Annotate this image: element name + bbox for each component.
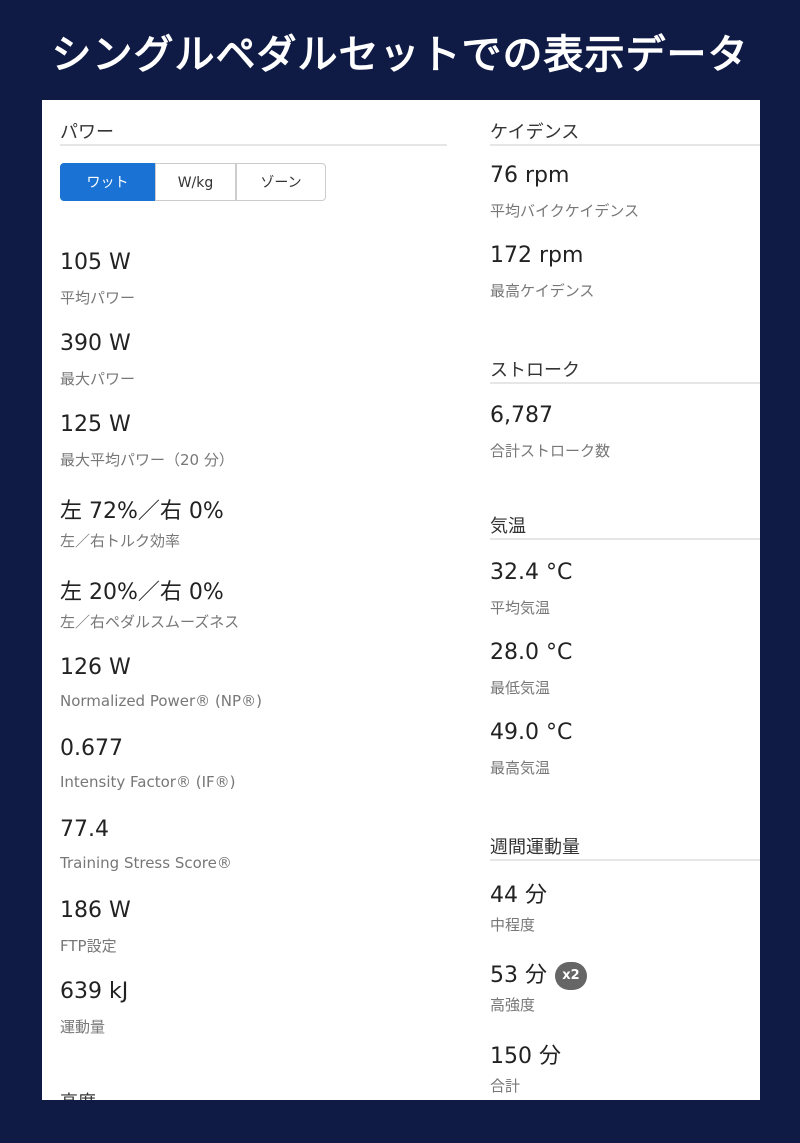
- stat-label: 運動量: [60, 1018, 106, 1036]
- section-title: 気温: [490, 516, 526, 537]
- stat-label: 左／右トルク効率: [60, 532, 181, 550]
- stat-label: 最大平均パワー（20 分）: [60, 451, 234, 469]
- stat-value-text: 6,787: [490, 403, 553, 428]
- badge: x2: [555, 962, 587, 990]
- section-rule: [490, 382, 760, 384]
- stat-value-text: 76 rpm: [490, 163, 570, 188]
- stat-value: 76 rpm: [490, 163, 569, 188]
- page-title: シングルペダルセットでの表示データ: [51, 32, 749, 78]
- section-rule: [490, 144, 760, 146]
- stat-value-text: 150 分: [490, 1044, 561, 1069]
- stat-value-text: 186 W: [60, 898, 131, 923]
- stat-value: 390 W: [60, 331, 131, 356]
- section-title: 高度: [60, 1088, 96, 1100]
- stat-value-text: 390 W: [60, 331, 131, 356]
- stat-value-text: 44 分: [490, 883, 547, 908]
- stat-value: 77.4: [60, 817, 109, 842]
- stat-label: Intensity Factor® (IF®): [60, 773, 236, 791]
- stat-value-text: 105 W: [60, 250, 131, 275]
- stat-value: 49.0 °C: [490, 720, 572, 745]
- stat-value-text: 28.0 °C: [490, 640, 573, 665]
- stat-value-text: 172 rpm: [490, 243, 584, 268]
- stat-label: 合計: [490, 1077, 521, 1095]
- section-title: 週間運動量: [490, 837, 580, 858]
- stat-label: 最高気温: [490, 759, 551, 777]
- stat-value-text: 639 kJ: [60, 979, 129, 1004]
- stat-label: 平均気温: [490, 599, 551, 617]
- section-rule: [490, 538, 760, 540]
- stat-value-text: 53 分: [490, 963, 547, 988]
- stat-value: 0.677: [60, 736, 123, 761]
- tab-button[interactable]: ワット: [60, 163, 155, 201]
- stat-value: 53 分 x2: [490, 957, 587, 990]
- stat-value: 左 72%／右 0%: [60, 493, 224, 525]
- stat-label: 左／右ペダルスムーズネス: [60, 613, 240, 631]
- stats-panel: パワーワット W/kg ゾーン 105 W 平均パワー 390 W 最大パワー 125 W 最大…: [42, 100, 760, 1100]
- stat-value-text: 125 W: [60, 412, 131, 437]
- stat-label: 最大パワー: [60, 370, 136, 388]
- stat-value: 44 分: [490, 877, 547, 909]
- stat-label: FTP設定: [60, 937, 117, 955]
- section-title: ストローク: [490, 360, 580, 381]
- stat-value: 186 W: [60, 898, 131, 923]
- stat-label: 合計ストローク数: [490, 442, 611, 460]
- stat-value: 126 W: [60, 655, 131, 680]
- stat-value: 150 分: [490, 1038, 561, 1070]
- stat-value-text: 0.677: [60, 736, 123, 761]
- stat-label: 高強度: [490, 996, 536, 1014]
- stat-value-text: 32.4 °C: [490, 560, 573, 585]
- stat-label: Normalized Power® (NP®): [60, 692, 262, 710]
- stat-label: 平均パワー: [60, 289, 136, 307]
- stat-value-text: 左 72%／右 0%: [60, 499, 224, 524]
- section-title: パワー: [60, 122, 114, 143]
- stat-value: 左 20%／右 0%: [60, 574, 224, 606]
- stat-value: 639 kJ: [60, 979, 128, 1004]
- section-title: ケイデンス: [490, 122, 580, 143]
- stat-value: 172 rpm: [490, 243, 583, 268]
- stat-label: 最高ケイデンス: [490, 282, 595, 300]
- tab-button[interactable]: W/kg: [155, 163, 236, 201]
- stat-label: 平均バイクケイデンス: [490, 202, 640, 220]
- stat-label: 最低気温: [490, 679, 551, 697]
- stat-value-text: 126 W: [60, 655, 131, 680]
- stat-value: 105 W: [60, 250, 131, 275]
- tab-button[interactable]: ゾーン: [236, 163, 326, 201]
- stat-label: 中程度: [490, 916, 536, 934]
- stat-value-text: 77.4: [60, 817, 109, 842]
- stat-value-text: 49.0 °C: [490, 720, 573, 745]
- stat-label: Training Stress Score®: [60, 854, 232, 872]
- stat-value: 6,787: [490, 403, 553, 428]
- stat-value: 32.4 °C: [490, 560, 572, 585]
- section-rule: [60, 144, 447, 146]
- stat-value: 28.0 °C: [490, 640, 572, 665]
- stat-value: 125 W: [60, 412, 131, 437]
- section-rule: [490, 859, 760, 861]
- stat-value-text: 左 20%／右 0%: [60, 580, 224, 605]
